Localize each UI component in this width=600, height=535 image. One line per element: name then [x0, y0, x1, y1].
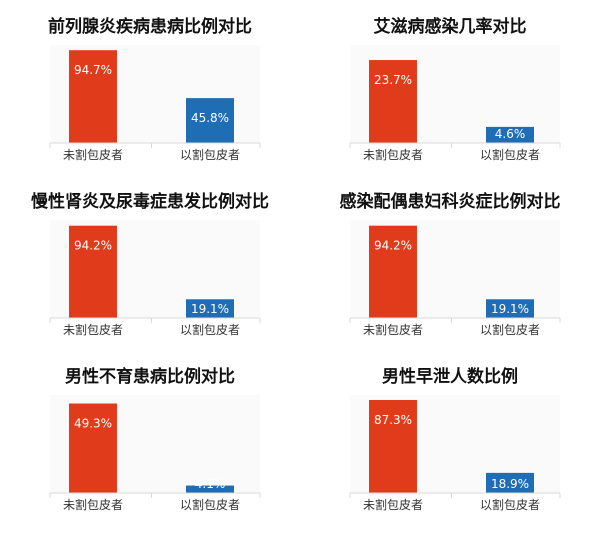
chart-panel-4: 感染配偶患妇科炎症比例对比 94.2% 未割包皮者 19.1% 以割包皮者 — [300, 175, 600, 353]
chart-title: 男性早泄人数比例 — [382, 367, 518, 387]
data-label: 18.9% — [491, 477, 529, 491]
data-label: 4.6% — [495, 127, 526, 141]
bar — [69, 225, 117, 318]
bar-plot: 94.7% 未割包皮者 45.8% 以割包皮者 — [49, 45, 261, 162]
tick-label: 未割包皮者 — [63, 497, 123, 512]
data-label: 19.1% — [491, 302, 529, 316]
bar — [369, 60, 417, 143]
tick-label: 未割包皮者 — [363, 147, 423, 162]
tick-label: 未割包皮者 — [363, 322, 423, 337]
bar — [186, 299, 234, 318]
data-label: 49.3% — [74, 417, 112, 431]
bar — [69, 50, 117, 143]
bar — [486, 299, 534, 318]
bar — [486, 126, 534, 143]
tick-label: 以割包皮者 — [180, 147, 240, 162]
chart-title: 前列腺炎疾病患病比例对比 — [48, 17, 252, 37]
chart-title: 感染配偶患妇科炎症比例对比 — [339, 192, 561, 212]
tick-label: 以割包皮者 — [180, 322, 240, 337]
chart-title: 艾滋病感染几率对比 — [373, 17, 527, 37]
chart-title: 男性不育患病比例对比 — [65, 367, 235, 387]
bar — [369, 225, 417, 318]
chart-title: 慢性肾炎及尿毒症患发比例对比 — [31, 192, 269, 212]
data-label: 94.2% — [74, 239, 112, 253]
chart-panel-6: 男性早泄人数比例 87.3% 未割包皮者 18.9% 以割包皮者 — [300, 350, 600, 528]
chart-panel-5: 男性不育患病比例对比 49.3% 未割包皮者 4.1% 以割包皮者 — [0, 350, 300, 528]
bar-plot: 49.3% 未割包皮者 4.1% 以割包皮者 — [49, 395, 261, 512]
tick-label: 未割包皮者 — [63, 322, 123, 337]
data-label: 45.8% — [191, 111, 229, 125]
bar — [186, 98, 234, 143]
chart-panel-1: 前列腺炎疾病患病比例对比 94.7% 未割包皮者 45.8% 以割包皮者 — [0, 0, 300, 178]
tick-label: 以割包皮者 — [180, 497, 240, 512]
bar — [486, 472, 534, 493]
tick-label: 以割包皮者 — [480, 322, 540, 337]
bar-plot: 87.3% 未割包皮者 18.9% 以割包皮者 — [349, 395, 561, 512]
tick-label: 以割包皮者 — [480, 497, 540, 512]
chart-panel-2: 艾滋病感染几率对比 23.7% 未割包皮者 4.6% 以割包皮者 — [300, 0, 600, 178]
data-label: 94.7% — [74, 63, 112, 77]
bar — [186, 485, 234, 493]
bar-plot: 23.7% 未割包皮者 4.6% 以割包皮者 — [349, 45, 561, 162]
bar-plot: 94.2% 未割包皮者 19.1% 以割包皮者 — [49, 220, 261, 337]
data-label: 19.1% — [191, 302, 229, 316]
tick-label: 未割包皮者 — [363, 497, 423, 512]
bar — [369, 400, 417, 493]
data-label: 87.3% — [374, 413, 412, 427]
data-label: 4.1% — [195, 477, 226, 491]
data-label: 23.7% — [374, 73, 412, 87]
bar — [69, 403, 117, 493]
bar-plot: 94.2% 未割包皮者 19.1% 以割包皮者 — [349, 220, 561, 337]
data-label: 94.2% — [374, 239, 412, 253]
chart-panel-3: 慢性肾炎及尿毒症患发比例对比 94.2% 未割包皮者 19.1% 以割包皮者 — [0, 175, 300, 353]
tick-label: 未割包皮者 — [63, 147, 123, 162]
tick-label: 以割包皮者 — [480, 147, 540, 162]
